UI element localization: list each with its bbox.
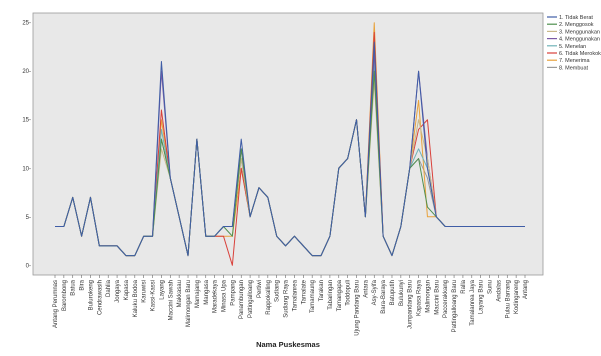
x-tick-label: Pattingalloang [248,280,254,318]
x-tick-label: Tamangapa [337,279,343,311]
x-tick-label: Bulurokeng [88,280,94,310]
legend-label: 3. Menggunakan [559,29,600,35]
x-tick-label: Pampang [230,280,236,306]
x-tick-label: Paccerakkang [443,280,449,318]
x-tick-label: Tamamaung [310,280,316,313]
x-tick-label: Makkasau [177,280,183,307]
x-tick-label: Pattingalloang Baru [452,280,458,332]
x-tick-label: Jongaya [115,279,121,302]
x-tick-label: Antara [363,279,369,297]
x-tick-label: Layang [159,280,165,300]
x-tick-label: Tabaringan [328,280,334,310]
x-tick-label: Dahlia [106,279,112,297]
x-tick-label: Barombong [62,280,68,311]
legend-label: 2. Menggosok [559,22,594,28]
x-tick-label: Toddopuli [346,280,352,306]
x-tick-label: Bulukunyi [399,280,405,306]
legend-label: 4. Menggunakan [559,37,600,43]
legend-label: 5. Menelan [559,44,586,50]
plot-area [32,12,544,276]
x-tick-label: Mamajang [195,280,201,308]
x-tick-label: Bara-Baraya [381,279,387,313]
x-tick-label: Kapasa [124,279,130,300]
x-tick-label: Tamalanrea Jaya [470,279,476,325]
x-tick-label: Kodingareng [514,280,520,314]
x-tick-label: Batuputih [390,280,396,305]
x-tick-label: Malimongan Baru [186,280,192,327]
x-tick-label: Asy-Syifa [372,279,378,305]
series-layer [55,22,525,266]
legend-label: 7. Menerima [559,58,591,64]
x-tick-label: Maccini Sawah [168,280,174,320]
y-tick-label: 10- [22,166,31,172]
x-tick-label: Tamalate [301,279,307,304]
x-tick-label: Panambungan [239,280,245,319]
x-tick-label: Maccini Baru [434,280,440,315]
series-line [55,41,525,257]
x-tick-label: Antang Perumnas [53,280,59,328]
x-tick-label: Jumpandang Baru [408,280,414,329]
x-tick-label: Kapasa Raya [417,279,423,316]
legend-label: 6. Tidak Merokok [559,51,601,57]
y-tick-label: 20- [22,69,31,75]
x-tick-label: Minasa Upa [221,279,227,312]
x-tick-label: Kassi-Kassi [151,280,157,311]
x-tick-label: Sunu [488,280,494,294]
x-tick-label: Rappokalling [266,280,272,315]
x-tick-label: Ujung Pandang Baru [355,280,361,336]
x-tick-label: Kaluku Bodoa [133,279,139,317]
x-tick-label: Bira [80,279,86,290]
y-tick-label: 0- [26,263,31,269]
legend-label: 1. Tidak Berat [559,15,593,21]
x-tick-label: Layang Baru [479,280,485,314]
x-tick-label: Andalas [496,280,502,302]
x-tick-label: Sudiang [275,280,281,302]
x-tick-label: Ralla [461,279,467,293]
y-tick-label: 15- [22,118,31,124]
x-tick-label: Karuwisi [142,280,148,303]
x-tick-label: Malimongan [425,280,431,313]
x-tick-label: Maradekaya [213,279,219,313]
x-tick-label: Pulau Barrang [505,280,511,318]
x-axis-label: Nama Puskesmas [256,340,320,349]
axis-layer: 0- 5- 10- 15- 20- 25- Antang Perumnas Barombong… [22,21,529,336]
x-tick-label: Sudiang Raya [284,279,290,317]
legend-label: 8. Membuat [559,65,589,71]
y-tick-label: 5- [26,215,31,221]
x-tick-label: Cendrawasih [97,280,103,315]
y-tick-label: 25- [22,21,31,27]
x-tick-label: Antang [523,280,529,299]
x-tick-label: Mangasa [204,279,210,304]
x-tick-label: Batua [71,279,77,295]
x-tick-label: Tarakan [319,280,325,301]
x-tick-label: Tamalanrea [292,279,298,311]
x-tick-label: Pertiwi [257,280,263,298]
